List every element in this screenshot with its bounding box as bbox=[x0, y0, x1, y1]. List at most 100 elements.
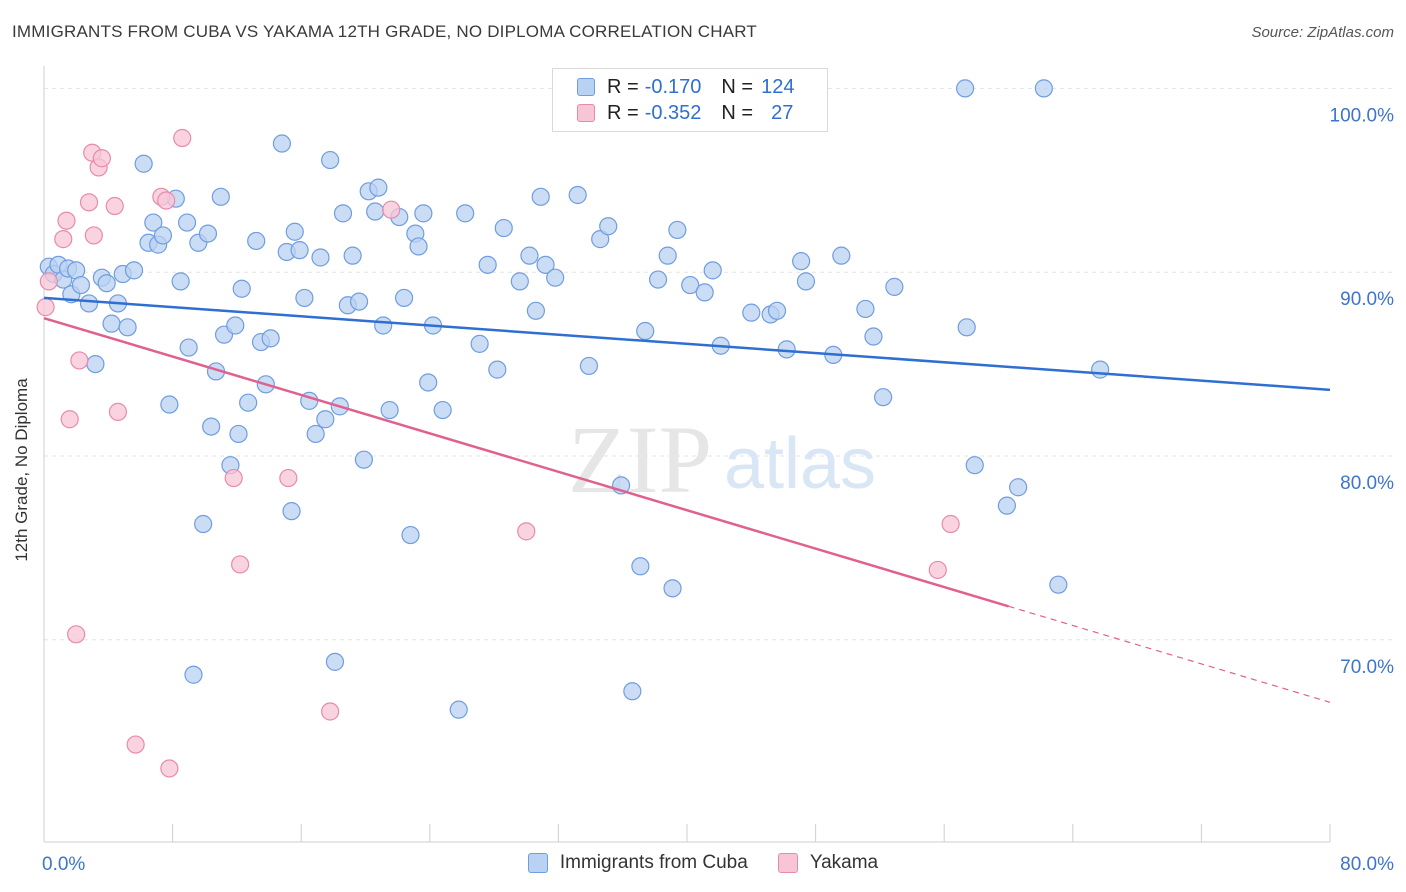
legend-swatch-cuba bbox=[577, 78, 595, 96]
point-cuba-30 bbox=[198, 224, 218, 243]
point-cuba-93 bbox=[623, 682, 642, 701]
legend-r-value: -0.170 bbox=[644, 75, 702, 98]
point-cuba-97 bbox=[658, 246, 677, 265]
point-cuba-75 bbox=[433, 400, 452, 420]
point-yakama-22 bbox=[321, 702, 340, 721]
point-cuba-31 bbox=[202, 417, 221, 436]
chart-title: IMMIGRANTS FROM CUBA VS YAKAMA 12TH GRAD… bbox=[12, 22, 758, 41]
point-cuba-22 bbox=[160, 395, 179, 414]
point-cuba-122 bbox=[1034, 79, 1053, 98]
point-cuba-59 bbox=[343, 246, 362, 265]
point-cuba-99 bbox=[668, 220, 687, 240]
point-yakama-26 bbox=[941, 514, 960, 534]
point-yakama-25 bbox=[928, 560, 947, 580]
point-yakama-1 bbox=[39, 272, 58, 291]
point-cuba-33 bbox=[211, 187, 230, 206]
point-cuba-57 bbox=[333, 204, 353, 223]
point-yakama-6 bbox=[70, 351, 89, 370]
point-yakama-24 bbox=[517, 522, 536, 541]
legend-swatch-cuba bbox=[527, 853, 548, 873]
point-cuba-100 bbox=[681, 275, 700, 295]
point-cuba-120 bbox=[1049, 575, 1068, 594]
legend-r-label: R = bbox=[607, 101, 639, 124]
point-yakama-17 bbox=[160, 759, 179, 778]
point-cuba-51 bbox=[306, 424, 325, 444]
point-cuba-69 bbox=[401, 525, 420, 545]
point-yakama-23 bbox=[382, 200, 401, 219]
point-cuba-91 bbox=[599, 217, 618, 236]
point-cuba-19 bbox=[144, 213, 163, 232]
point-cuba-88 bbox=[568, 185, 587, 205]
point-cuba-85 bbox=[531, 187, 550, 206]
point-cuba-80 bbox=[488, 360, 507, 379]
point-cuba-118 bbox=[997, 496, 1016, 515]
legend-row-yakama: R = -0.352 N = 27 bbox=[577, 101, 793, 125]
point-cuba-61 bbox=[354, 450, 373, 469]
point-cuba-9 bbox=[86, 354, 105, 374]
legend-r-label: R = bbox=[607, 75, 639, 98]
point-cuba-78 bbox=[470, 334, 489, 353]
point-cuba-84 bbox=[526, 301, 545, 320]
trend-line-yakama bbox=[43, 316, 1009, 608]
trend-lines bbox=[43, 296, 1331, 703]
point-cuba-46 bbox=[282, 502, 301, 521]
legend-swatch-yakama bbox=[777, 853, 798, 873]
axes bbox=[43, 66, 1331, 843]
legend-item-yakama: Yakama bbox=[777, 852, 878, 874]
legend-n-label: N = bbox=[721, 101, 754, 124]
x-tick-label-1: 80.0% bbox=[1340, 854, 1394, 875]
point-cuba-7 bbox=[71, 275, 91, 295]
point-yakama-7 bbox=[79, 193, 99, 212]
grid-lines bbox=[44, 87, 1392, 641]
y-tick-label-3: 70.0% bbox=[1340, 657, 1394, 678]
point-cuba-47 bbox=[285, 222, 304, 241]
point-yakama-4 bbox=[60, 410, 79, 429]
point-cuba-17 bbox=[134, 154, 153, 173]
point-cuba-112 bbox=[856, 299, 875, 319]
point-cuba-49 bbox=[295, 288, 314, 308]
point-cuba-73 bbox=[419, 373, 438, 392]
point-cuba-48 bbox=[290, 241, 309, 260]
point-cuba-29 bbox=[194, 514, 213, 534]
point-cuba-21 bbox=[153, 226, 173, 245]
point-cuba-72 bbox=[414, 204, 433, 223]
point-cuba-38 bbox=[232, 279, 251, 298]
y-tick-label-1: 90.0% bbox=[1340, 289, 1394, 310]
legend-label-cuba: Immigrants from Cuba bbox=[559, 852, 748, 873]
point-cuba-15 bbox=[118, 318, 137, 337]
point-yakama-16 bbox=[157, 191, 176, 210]
tick-labels: 100.0% 90.0% 80.0% 70.0% 0.0% 80.0% bbox=[42, 105, 1394, 875]
point-cuba-8 bbox=[79, 294, 99, 313]
series-legend: Immigrants from Cuba Yakama bbox=[0, 852, 1406, 874]
point-cuba-77 bbox=[456, 204, 475, 223]
y-tick-label-2: 80.0% bbox=[1340, 473, 1394, 494]
point-cuba-27 bbox=[184, 665, 203, 684]
point-cuba-68 bbox=[394, 288, 414, 308]
point-cuba-116 bbox=[957, 318, 976, 337]
legend-n-label: N = bbox=[721, 75, 754, 98]
point-cuba-101 bbox=[695, 283, 714, 302]
point-cuba-113 bbox=[864, 327, 883, 346]
point-cuba-111 bbox=[832, 246, 851, 265]
legend-n-value: 27 bbox=[771, 101, 794, 124]
point-cuba-98 bbox=[663, 579, 682, 598]
point-yakama-2 bbox=[54, 230, 73, 249]
point-cuba-121 bbox=[955, 79, 975, 98]
point-cuba-95 bbox=[636, 321, 655, 341]
legend-n-value: 124 bbox=[761, 75, 795, 98]
point-cuba-36 bbox=[226, 316, 245, 335]
point-cuba-25 bbox=[177, 213, 197, 232]
point-cuba-81 bbox=[494, 218, 513, 238]
point-cuba-12 bbox=[102, 314, 121, 333]
watermark: ZIP atlas bbox=[568, 406, 876, 513]
point-cuba-87 bbox=[546, 268, 565, 287]
data-points bbox=[36, 79, 1110, 778]
point-cuba-52 bbox=[311, 248, 330, 267]
y-axis-label: 12th Grade, No Diploma bbox=[12, 378, 31, 562]
point-cuba-108 bbox=[792, 252, 811, 271]
x-tick-label-0: 0.0% bbox=[42, 854, 85, 875]
point-cuba-76 bbox=[449, 700, 468, 719]
legend-swatch-yakama bbox=[577, 104, 595, 122]
point-yakama-13 bbox=[108, 402, 128, 421]
